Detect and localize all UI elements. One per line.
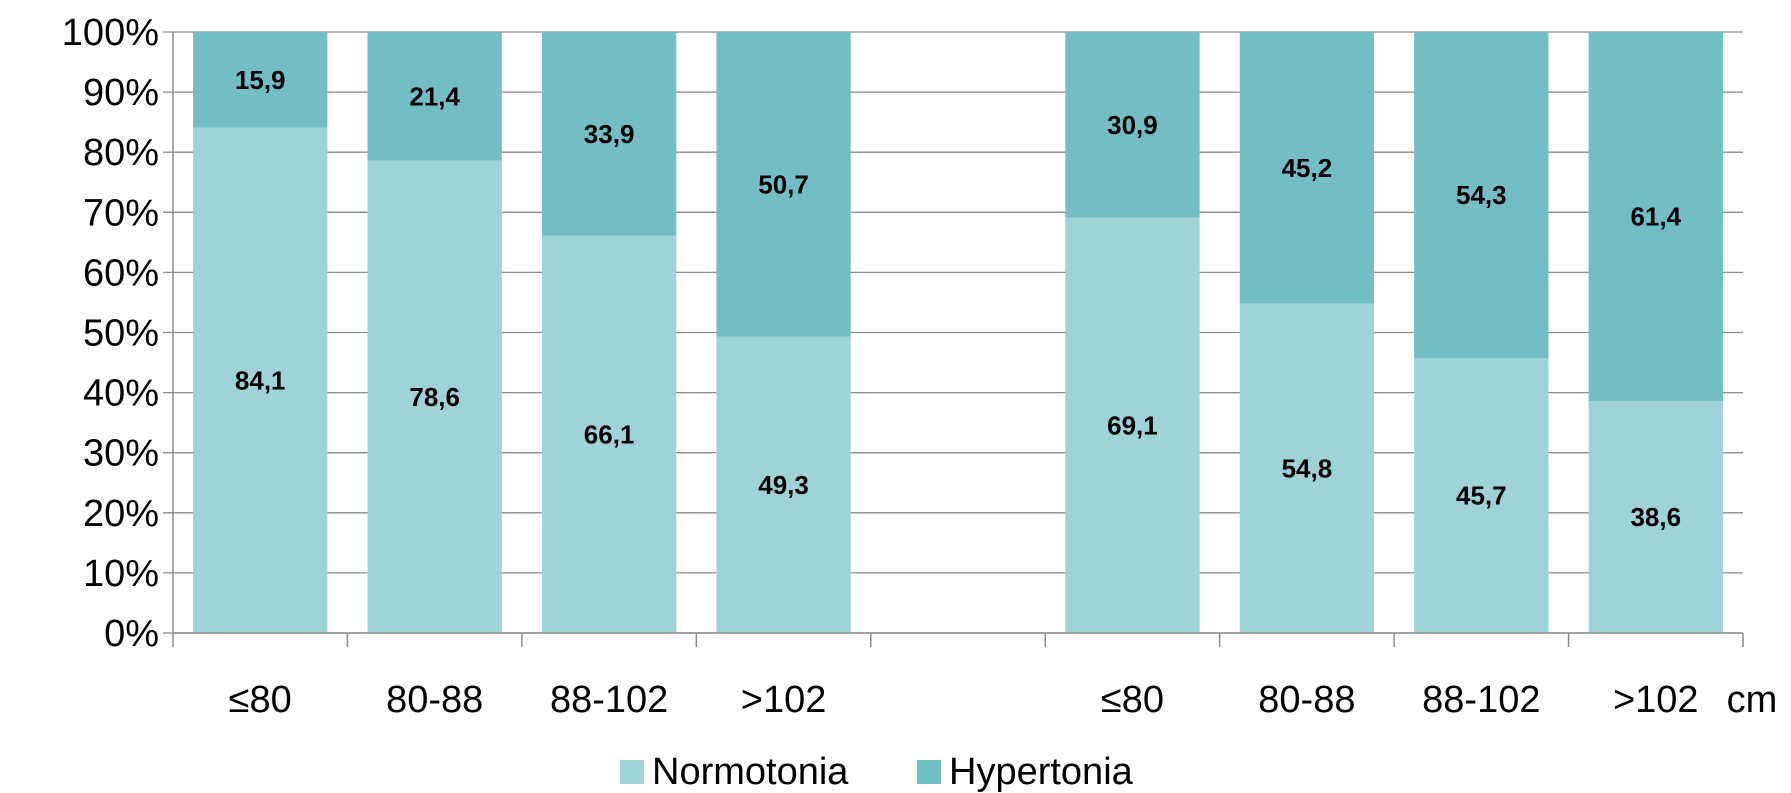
y-tick-label: 30% [83,433,159,475]
bar-hypertonia-1 [367,32,502,161]
x-axis-unit-label: cm [1727,679,1778,721]
data-label: 69,1 [1107,410,1158,440]
bar-normotonia-8 [1588,401,1723,633]
data-label: 54,3 [1456,180,1507,210]
bars: 84,1 15,9 78,6 21,4 66,1 33,9 49,3 50,7 69,1 30,9… [193,32,1723,634]
bar-normotonia-7 [1414,358,1549,633]
data-label: 33,9 [584,119,635,149]
bar-normotonia-0 [193,127,328,634]
data-label: 38,6 [1630,502,1681,532]
data-label: 84,1 [235,365,286,395]
data-label: 21,4 [409,81,460,111]
legend-swatch-hypertonia [917,760,941,784]
legend: Normotonia Hypertonia [620,751,1134,793]
axes [172,32,1744,647]
x-category-label: ≤80 [1101,679,1164,721]
y-tick-label: 40% [83,373,159,415]
x-axis-category-labels: ≤80 80-88 88-102 >102 ≤80 80-88 88-102 >102 [229,679,1699,721]
bar-normotonia-5 [1065,217,1200,634]
x-category-label: ≤80 [229,679,292,721]
bar-hypertonia-2 [541,32,677,236]
bar-hypertonia-0 [193,32,328,128]
bar-hypertonia-6 [1239,32,1375,304]
data-label: 15,9 [235,65,286,95]
x-category-label: 80-88 [1258,679,1355,721]
data-label: 49,3 [758,470,809,500]
y-tick-label: 10% [83,553,159,595]
x-category-label: 88-102 [550,679,668,721]
y-tick-label: 20% [83,493,159,535]
bar-normotonia-2 [541,235,677,633]
x-category-label: >102 [1613,679,1699,721]
y-tick-label: 50% [83,313,159,355]
legend-label-normotonia: Normotonia [652,751,849,793]
data-label: 45,2 [1282,153,1333,183]
bar-hypertonia-8 [1588,32,1723,402]
bar-hypertonia-5 [1065,32,1200,218]
bar-normotonia-6 [1239,303,1375,633]
y-axis-tick-labels: 0% 10% 20% 30% 40% 50% 60% 70% 80% 90% 100% [62,12,159,655]
y-tick-label: 80% [83,132,159,174]
data-label: 45,7 [1456,481,1507,511]
x-category-label: 88-102 [1422,679,1540,721]
data-label: 61,4 [1630,202,1681,232]
data-label: 66,1 [584,419,635,449]
x-category-label: >102 [741,679,827,721]
data-label: 50,7 [758,169,809,199]
data-label: 54,8 [1282,453,1333,483]
data-label: 30,9 [1107,110,1158,140]
legend-label-hypertonia: Hypertonia [949,751,1134,793]
bar-normotonia-3 [716,336,851,633]
bar-normotonia-1 [367,160,502,633]
data-label: 78,6 [409,382,460,412]
legend-swatch-normotonia [620,760,644,784]
y-tick-label: 0% [104,613,159,655]
x-category-label: 80-88 [386,679,483,721]
y-tick-label: 60% [83,252,159,294]
y-tick-label: 90% [83,72,159,114]
y-tick-label: 100% [62,12,159,54]
bar-hypertonia-3 [716,32,851,337]
bar-hypertonia-7 [1414,32,1549,359]
y-tick-label: 70% [83,192,159,234]
